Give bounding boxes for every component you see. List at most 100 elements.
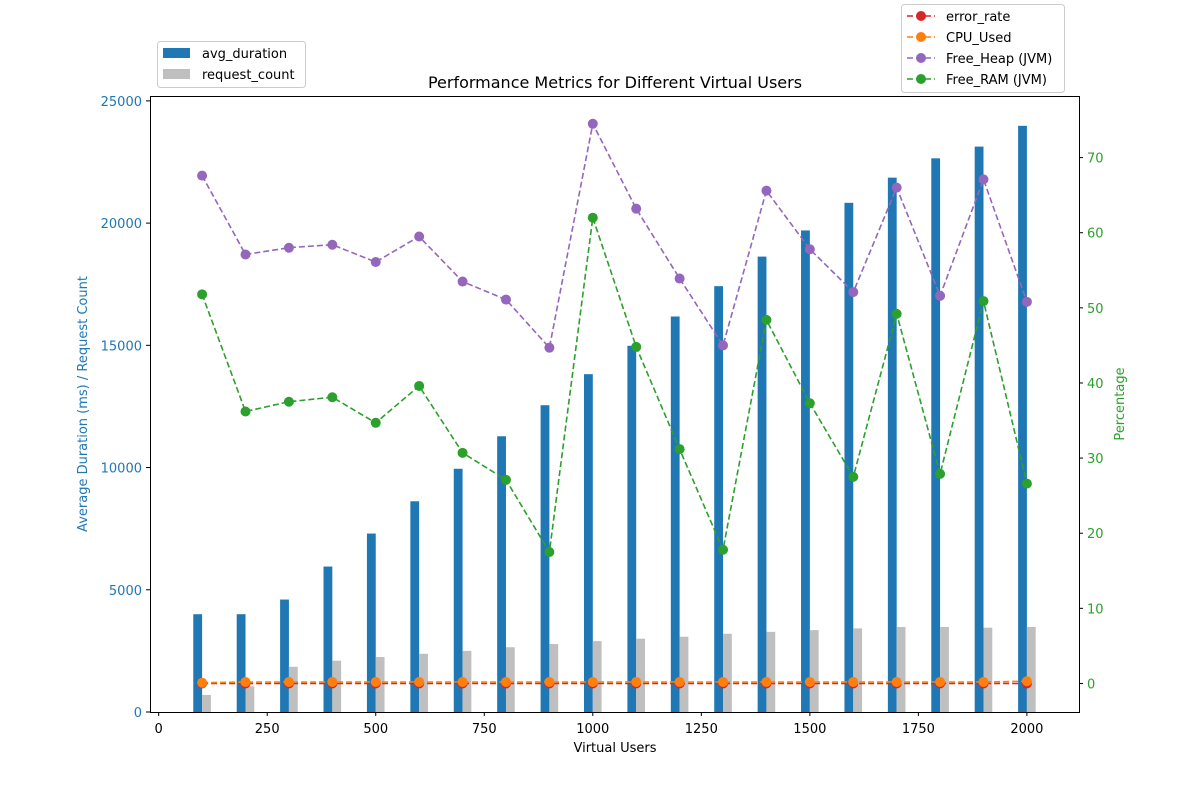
point-CPU_Used bbox=[804, 676, 815, 687]
bar-avg_duration bbox=[193, 614, 203, 712]
x-tick-label: 1000 bbox=[576, 722, 609, 737]
point-Free_Heap (JVM) bbox=[327, 239, 338, 250]
point-Free_RAM (JVM) bbox=[240, 406, 251, 417]
point-Free_RAM (JVM) bbox=[935, 468, 946, 479]
point-Free_Heap (JVM) bbox=[283, 242, 294, 253]
y-right-tick-label: 20 bbox=[1087, 527, 1104, 542]
point-CPU_Used bbox=[761, 676, 772, 687]
bar-avg_duration bbox=[714, 286, 724, 712]
point-CPU_Used bbox=[197, 677, 208, 688]
bar-avg_duration bbox=[1018, 125, 1027, 713]
bar-avg_duration bbox=[540, 405, 550, 712]
point-Free_Heap (JVM) bbox=[891, 182, 902, 193]
point-Free_Heap (JVM) bbox=[804, 244, 815, 255]
y-left-tick-label: 5000 bbox=[109, 584, 142, 599]
point-CPU_Used bbox=[544, 676, 555, 687]
point-Free_Heap (JVM) bbox=[674, 273, 685, 284]
legend-swatch bbox=[163, 69, 190, 79]
legend-label: request_count bbox=[202, 68, 295, 83]
bar-avg_duration bbox=[801, 230, 810, 712]
bar-request_count bbox=[549, 644, 559, 712]
bar-avg_duration bbox=[757, 256, 767, 712]
y-left-tick-label: 20000 bbox=[101, 217, 142, 232]
point-Free_Heap (JVM) bbox=[370, 257, 381, 268]
x-tick-label: 500 bbox=[363, 722, 388, 737]
legend-label: error_rate bbox=[946, 10, 1010, 25]
y-right-tick-label: 10 bbox=[1087, 602, 1104, 617]
bar-request_count bbox=[679, 636, 689, 712]
point-CPU_Used bbox=[848, 676, 859, 687]
point-Free_RAM (JVM) bbox=[674, 444, 685, 455]
legend-bars: avg_duration request_count bbox=[157, 41, 306, 88]
point-Free_Heap (JVM) bbox=[414, 231, 425, 242]
y-left-tick-label: 15000 bbox=[101, 339, 142, 354]
y-right-tick-label: 70 bbox=[1087, 152, 1104, 167]
bar-request_count bbox=[853, 628, 863, 712]
y-right-tick-label: 0 bbox=[1087, 677, 1095, 692]
bar-request_count bbox=[245, 686, 255, 712]
bar-request_count bbox=[766, 631, 776, 712]
plot-frame bbox=[150, 96, 1080, 713]
x-tick-label: 0 bbox=[155, 722, 163, 737]
point-Free_Heap (JVM) bbox=[500, 294, 511, 305]
point-CPU_Used bbox=[414, 676, 425, 687]
bar-avg_duration bbox=[583, 374, 593, 712]
point-Free_Heap (JVM) bbox=[457, 276, 468, 287]
x-tick-label: 750 bbox=[472, 722, 497, 737]
legend-box bbox=[157, 41, 306, 88]
bar-avg_duration bbox=[887, 177, 897, 713]
bar-request_count bbox=[809, 630, 819, 712]
y-right-tick-label: 30 bbox=[1087, 452, 1104, 467]
point-Free_RAM (JVM) bbox=[718, 544, 729, 555]
point-Free_RAM (JVM) bbox=[370, 417, 381, 428]
bar-request_count bbox=[636, 638, 646, 712]
y-left-tick-label: 0 bbox=[134, 706, 142, 721]
x-tick-label: 1250 bbox=[685, 722, 718, 737]
bar-avg_duration bbox=[323, 566, 333, 712]
lines-layer bbox=[197, 118, 1032, 689]
bar-avg_duration bbox=[931, 158, 941, 713]
legend-marker bbox=[916, 74, 926, 84]
bar-avg_duration bbox=[280, 599, 289, 712]
point-Free_Heap (JVM) bbox=[631, 203, 642, 214]
y-right-tick-label: 60 bbox=[1087, 227, 1104, 242]
point-CPU_Used bbox=[978, 676, 989, 687]
x-tick-label: 1750 bbox=[902, 722, 935, 737]
y-right-tick-label: 50 bbox=[1087, 302, 1104, 317]
legend-marker bbox=[916, 32, 926, 42]
point-Free_RAM (JVM) bbox=[500, 474, 511, 485]
bar-request_count bbox=[723, 633, 732, 712]
y-axis-right: 0 10 20 30 40 50 60 70 bbox=[1079, 152, 1104, 692]
point-Free_RAM (JVM) bbox=[327, 392, 338, 403]
legend-marker bbox=[916, 11, 926, 21]
point-CPU_Used bbox=[283, 676, 294, 687]
point-Free_RAM (JVM) bbox=[891, 308, 902, 319]
point-Free_RAM (JVM) bbox=[631, 341, 642, 352]
bar-avg_duration bbox=[236, 614, 246, 712]
point-Free_RAM (JVM) bbox=[848, 471, 859, 482]
point-Free_Heap (JVM) bbox=[197, 170, 208, 181]
chart-title: Performance Metrics for Different Virtua… bbox=[428, 73, 802, 92]
point-Free_RAM (JVM) bbox=[414, 380, 425, 391]
point-Free_Heap (JVM) bbox=[1021, 296, 1032, 307]
legend-marker bbox=[916, 53, 926, 63]
point-Free_Heap (JVM) bbox=[544, 342, 555, 353]
y-right-tick-label: 40 bbox=[1087, 377, 1104, 392]
x-tick-label: 1500 bbox=[793, 722, 826, 737]
point-Free_RAM (JVM) bbox=[761, 314, 772, 325]
point-Free_RAM (JVM) bbox=[804, 398, 815, 409]
point-CPU_Used bbox=[891, 676, 902, 687]
y-left-tick-label: 10000 bbox=[101, 462, 142, 477]
bar-avg_duration bbox=[974, 146, 984, 713]
line-Free_Heap (JVM) bbox=[201, 121, 1028, 350]
point-CPU_Used bbox=[327, 676, 338, 687]
point-Free_Heap (JVM) bbox=[978, 174, 989, 185]
y-axis-left: 0 5000 10000 15000 20000 25000 bbox=[101, 95, 150, 721]
line-Free_RAM (JVM) bbox=[201, 217, 1028, 555]
legend-label: Free_Heap (JVM) bbox=[946, 52, 1052, 67]
point-Free_RAM (JVM) bbox=[1021, 478, 1032, 489]
legend-swatch bbox=[163, 48, 190, 58]
point-Free_Heap (JVM) bbox=[761, 185, 772, 196]
